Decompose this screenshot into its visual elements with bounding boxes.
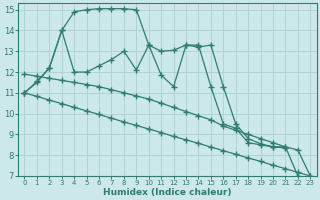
X-axis label: Humidex (Indice chaleur): Humidex (Indice chaleur) <box>103 188 232 197</box>
